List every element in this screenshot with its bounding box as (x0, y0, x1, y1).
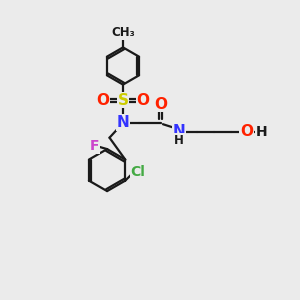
Text: CH₃: CH₃ (111, 26, 135, 40)
Text: N: N (173, 124, 185, 139)
Text: F: F (90, 139, 99, 153)
Text: O: O (97, 93, 110, 108)
Text: S: S (118, 93, 128, 108)
Text: O: O (154, 97, 167, 112)
Text: N: N (117, 115, 129, 130)
Text: H: H (256, 125, 268, 139)
Text: O: O (240, 124, 253, 139)
Text: O: O (136, 93, 149, 108)
Text: H: H (174, 134, 184, 147)
Text: Cl: Cl (130, 165, 145, 178)
